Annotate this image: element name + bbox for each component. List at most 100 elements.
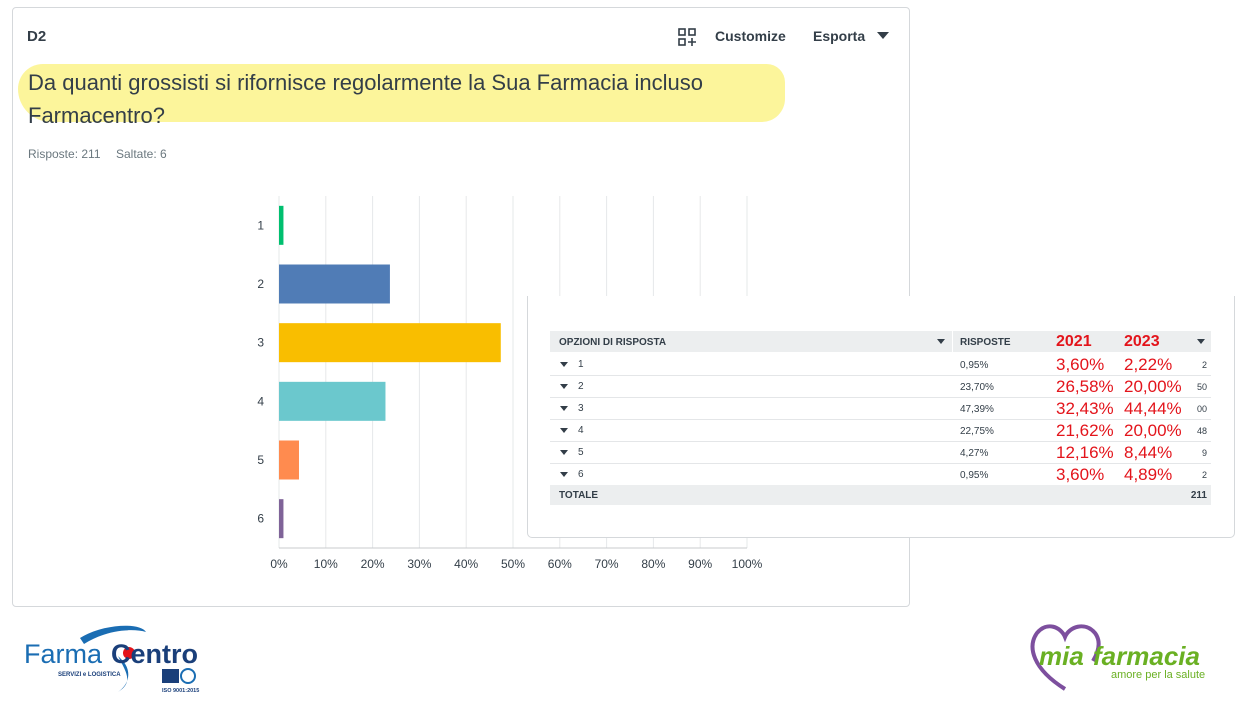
table-header: OPZIONI DI RISPOSTA RISPOSTE 2021 2023 — [550, 331, 1211, 352]
csq-badge — [162, 669, 179, 683]
row-2021-value: 21,62% — [1056, 421, 1114, 440]
customize-icon[interactable] — [678, 28, 696, 46]
col-options-header[interactable]: OPZIONI DI RISPOSTA — [559, 337, 667, 348]
logo-swoosh — [118, 656, 129, 692]
row-2023-value: 2,22% — [1124, 355, 1173, 374]
bar — [279, 264, 390, 304]
y-tick-label: 1 — [257, 218, 264, 232]
x-tick-label: 20% — [361, 557, 385, 571]
y-tick-label: 2 — [257, 277, 264, 291]
col-responses-header[interactable]: RISPOSTE — [960, 337, 1011, 348]
iqnet-badge — [180, 668, 196, 684]
header-divider — [952, 331, 953, 352]
row-label: 6 — [578, 469, 584, 480]
sort-caret-icon[interactable] — [1197, 339, 1205, 344]
expand-caret-icon[interactable] — [560, 362, 568, 367]
x-tick-label: 10% — [314, 557, 338, 571]
row-label: 5 — [578, 447, 584, 458]
question-title: Da quanti grossisti si rifornisce regola… — [28, 70, 703, 128]
export-label: Esporta — [813, 28, 866, 44]
row-2021-value: 32,43% — [1056, 399, 1114, 418]
total-label: TOTALE — [559, 490, 599, 501]
bar — [279, 381, 386, 421]
row-2023-value: 44,44% — [1124, 399, 1182, 418]
logo-red-dot — [123, 647, 135, 659]
row-count: 48 — [1196, 426, 1207, 436]
expand-caret-icon[interactable] — [560, 406, 568, 411]
expand-caret-icon[interactable] — [560, 450, 568, 455]
table-row[interactable]: 5 4,27% 12,16% 8,44% 9 — [550, 441, 1211, 464]
row-2021-value: 3,60% — [1056, 355, 1105, 374]
dropdown-caret-icon — [877, 32, 890, 39]
logo-word-farma: Farma — [24, 639, 103, 669]
export-button[interactable]: Esporta — [813, 28, 890, 44]
row-count: 00 — [1196, 404, 1207, 414]
responses-count: Risposte: 211 — [28, 147, 101, 161]
y-tick-label: 6 — [257, 512, 264, 526]
row-2023-value: 20,00% — [1124, 377, 1182, 396]
row-percent: 4,27% — [960, 448, 989, 459]
row-percent: 23,70% — [960, 382, 994, 393]
bar — [279, 440, 299, 480]
table-row[interactable]: 1 0,95% 3,60% 2,22% 2 — [550, 353, 1211, 376]
bar — [279, 205, 284, 245]
row-2021-value: 26,58% — [1056, 377, 1114, 396]
miafarmacia-logo: mia farmacia amore per la salute — [1030, 624, 1205, 691]
x-tick-label: 50% — [501, 557, 525, 571]
logo-word-farmacia: farmacia — [1093, 641, 1200, 671]
year-2023-label: 2023 — [1124, 333, 1160, 350]
bar — [279, 499, 284, 539]
logo-tagline: amore per la salute — [1111, 669, 1205, 681]
row-count: 2 — [1201, 360, 1207, 370]
table-row[interactable]: 4 22,75% 21,62% 20,00% 48 — [550, 419, 1211, 442]
y-tick-label: 3 — [257, 336, 264, 350]
expand-caret-icon[interactable] — [560, 384, 568, 389]
row-count: 2 — [1201, 470, 1207, 480]
x-tick-label: 0% — [270, 557, 288, 571]
skipped-count: Saltate: 6 — [116, 147, 167, 161]
row-percent: 0,95% — [960, 360, 989, 371]
row-count: 9 — [1201, 448, 1207, 458]
x-tick-label: 30% — [407, 557, 431, 571]
expand-caret-icon[interactable] — [560, 472, 568, 477]
x-tick-label: 60% — [548, 557, 572, 571]
sort-caret-icon[interactable] — [937, 339, 945, 344]
farmacentro-logo: Farma Centro SERVIZI e LOGISTICA ISO 900… — [24, 625, 199, 694]
x-tick-label: 100% — [732, 557, 763, 571]
table-row[interactable]: 6 0,95% 3,60% 4,89% 2 — [550, 463, 1211, 486]
row-label: 2 — [578, 381, 584, 392]
total-value: 211 — [1190, 490, 1207, 501]
row-percent: 47,39% — [960, 404, 994, 415]
y-tick-label: 4 — [257, 394, 264, 408]
heart-icon — [1030, 624, 1101, 691]
highlighter-mark — [18, 64, 785, 122]
table-row[interactable]: 3 47,39% 32,43% 44,44% 00 — [550, 397, 1211, 420]
x-tick-label: 80% — [641, 557, 665, 571]
logo-tagline: SERVIZI e LOGISTICA — [58, 672, 121, 678]
bar-chart: 0% 10% 20% 30% 40% 50% 60% 70% 80% 90% 100% 1 2 3 4 5 6 — [257, 196, 763, 571]
row-2021-value: 12,16% — [1056, 443, 1114, 462]
row-label: 1 — [578, 359, 584, 370]
x-tick-label: 40% — [454, 557, 478, 571]
table-total-row: TOTALE 211 — [550, 485, 1211, 505]
logo-swoosh — [80, 625, 146, 644]
row-2021-value: 3,60% — [1056, 465, 1105, 484]
table-row[interactable]: 2 23,70% 26,58% 20,00% 50 — [550, 375, 1211, 398]
row-label: 3 — [578, 403, 584, 414]
customize-button[interactable]: Customize — [715, 28, 786, 44]
row-2023-value: 20,00% — [1124, 421, 1182, 440]
row-percent: 0,95% — [960, 470, 989, 481]
logo-word-mia: mia — [1039, 641, 1084, 671]
question-id: D2 — [27, 28, 47, 45]
x-tick-label: 70% — [595, 557, 619, 571]
iso-label: ISO 9001:2015 — [162, 688, 199, 694]
y-tick-label: 5 — [257, 453, 264, 467]
year-2021-label: 2021 — [1056, 333, 1092, 350]
logo-word-centro: Centro — [111, 639, 198, 669]
row-2023-value: 4,89% — [1124, 465, 1173, 484]
expand-caret-icon[interactable] — [560, 428, 568, 433]
row-2023-value: 8,44% — [1124, 443, 1173, 462]
bar — [279, 323, 501, 363]
row-percent: 22,75% — [960, 426, 994, 437]
row-label: 4 — [578, 425, 584, 436]
